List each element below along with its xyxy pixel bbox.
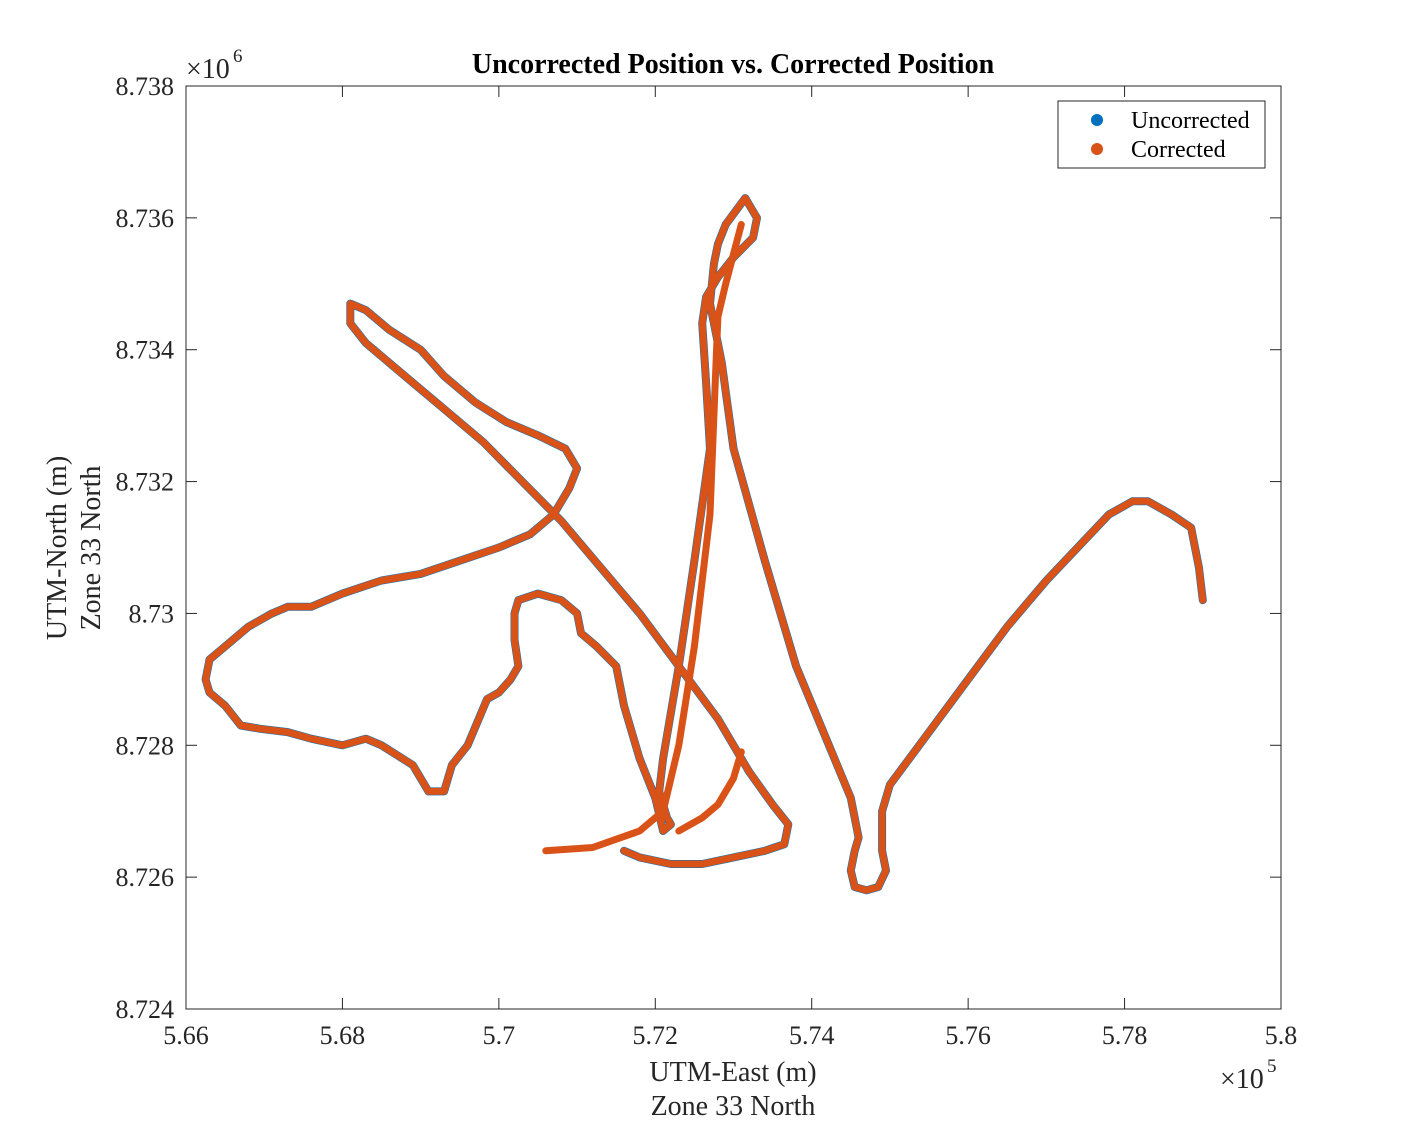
legend-label-uncorrected: Uncorrected — [1131, 108, 1250, 134]
x-axis-label-line2: Zone 33 North — [651, 1091, 816, 1122]
y-tick-label: 8.724 — [116, 995, 175, 1024]
legend-label-corrected: Corrected — [1131, 137, 1226, 163]
x-tick-label: 5.72 — [633, 1021, 679, 1050]
x-tick-label: 5.76 — [945, 1021, 991, 1050]
x-exponent: ×10 5 — [1220, 1056, 1277, 1095]
y-tick-label: 8.734 — [116, 336, 175, 365]
x-axis-label-line1: UTM-East (m) — [649, 1057, 816, 1088]
x-axis-ticks: 5.66 5.68 5.7 5.72 5.74 5.76 5.78 5.8 — [163, 86, 1297, 1050]
y-tick-label: 8.738 — [116, 72, 175, 101]
y-exponent-power: 6 — [233, 46, 243, 67]
legend: Uncorrected Corrected — [1057, 100, 1266, 169]
y-tick-label: 8.728 — [116, 731, 175, 760]
legend-box — [1057, 100, 1266, 169]
x-tick-label: 5.74 — [789, 1021, 835, 1050]
legend-marker-uncorrected — [1091, 114, 1103, 126]
series-line-corrected — [202, 194, 1207, 894]
y-tick-label: 8.736 — [116, 204, 175, 233]
x-tick-label: 5.8 — [1265, 1021, 1298, 1050]
x-exponent-power: 5 — [1267, 1056, 1277, 1077]
chart-title: Uncorrected Position vs. Corrected Posit… — [472, 49, 995, 80]
x-tick-label: 5.7 — [483, 1021, 516, 1050]
y-tick-label: 8.726 — [116, 863, 175, 892]
legend-marker-corrected — [1091, 143, 1103, 155]
y-axis-ticks: 8.724 8.726 8.728 8.73 8.732 8.734 8.736 8.738 — [116, 72, 1281, 1024]
x-tick-label: 5.66 — [163, 1021, 209, 1050]
y-exponent: ×10 6 — [186, 46, 243, 85]
x-tick-label: 5.78 — [1102, 1021, 1148, 1050]
series-line-corrected-segment — [542, 221, 745, 855]
y-exponent-base: ×10 — [186, 54, 230, 85]
y-tick-label: 8.73 — [129, 599, 175, 628]
series-line-corrected-segment — [675, 748, 745, 835]
series-layer — [201, 194, 1207, 895]
y-axis-label-line2: Zone 33 North — [76, 466, 107, 631]
y-axis-label-line1: UTM-North (m) — [42, 456, 73, 640]
y-axis-label: UTM-North (m) Zone 33 North — [42, 456, 107, 640]
plot-background — [185, 85, 1282, 1010]
y-tick-label: 8.732 — [116, 468, 175, 497]
series-corrected — [202, 194, 1207, 894]
x-tick-label: 5.68 — [320, 1021, 366, 1050]
x-exponent-base: ×10 — [1220, 1064, 1264, 1095]
